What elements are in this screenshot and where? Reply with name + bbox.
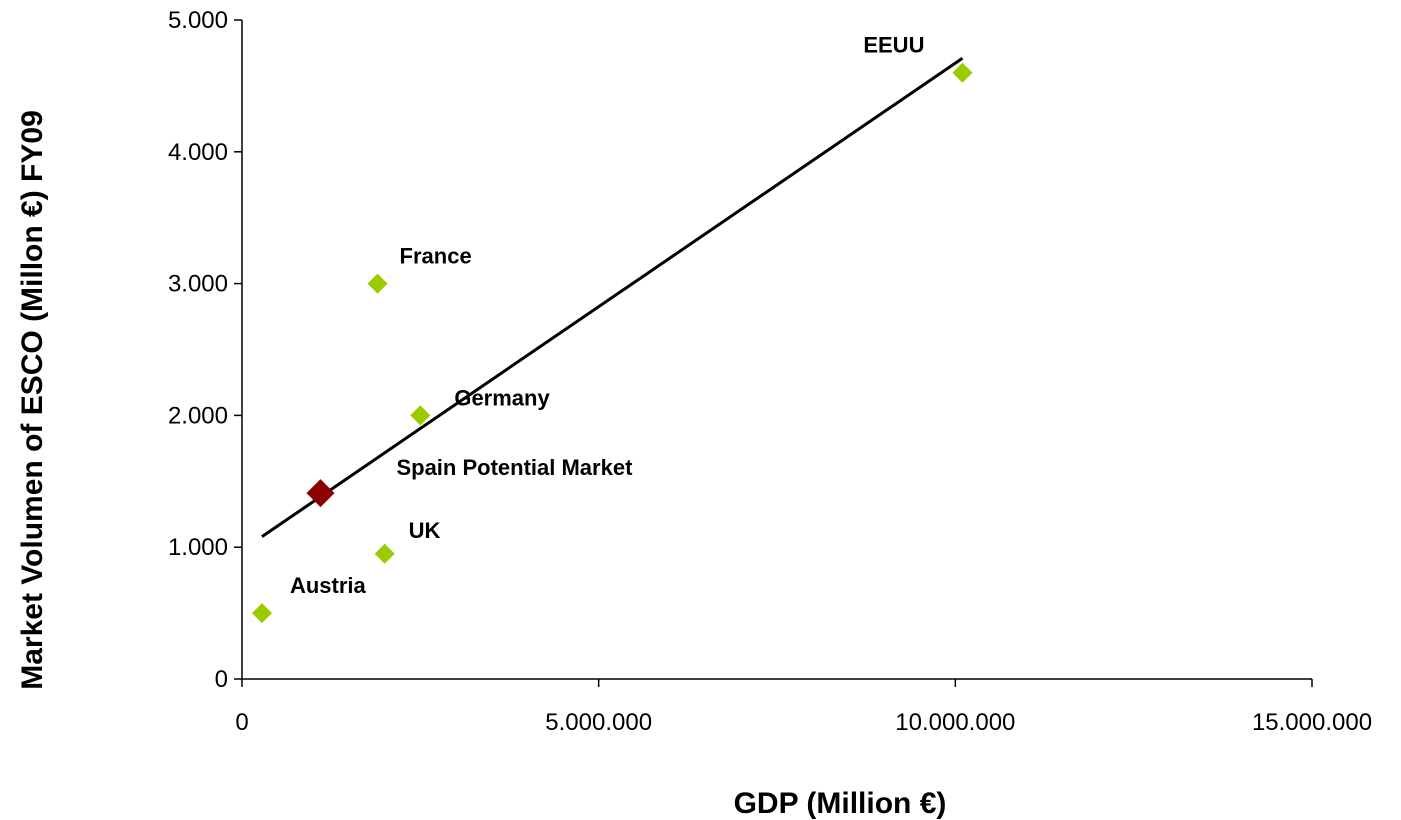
x-axis-ticks: 0 5.000.000 10.000.000 15.000.000 [235,679,1372,736]
x-tick-label: 0 [235,709,248,736]
label-uk: UK [409,518,441,543]
label-spain-potential-market: Spain Potential Market [396,455,633,480]
point-spain-potential-market [306,479,335,508]
point-uk [374,543,395,564]
point-germany [410,405,431,426]
point-france [367,273,388,294]
y-tick-label: 3.000 [168,271,228,298]
point-austria [251,603,272,624]
y-tick-label: 5.000 [168,7,228,34]
y-axis-title: Market Volumen of ESCO (Millon €) FY09 [16,110,49,690]
x-tick-label: 5.000.000 [545,709,652,736]
trendline [261,56,964,538]
y-tick-label: 0 [215,666,228,693]
label-eeuu: EEUU [863,33,924,58]
data-points [251,62,973,624]
y-tick-label: 2.000 [168,402,228,429]
x-tick-label: 15.000.000 [1252,709,1372,736]
x-axis-title: GDP (Million €) [734,787,947,820]
label-france: France [400,244,472,269]
x-tick-label: 10.000.000 [895,709,1015,736]
y-tick-label: 4.000 [168,139,228,166]
y-tick-label: 1.000 [168,534,228,561]
label-germany: Germany [454,385,550,410]
y-axis-ticks: 0 1.000 2.000 3.000 4.000 5.000 [168,7,242,693]
label-austria: Austria [290,573,367,598]
point-labels: EEUU France Germany UK Austria Spain Potentia… [290,33,924,598]
point-eeuu [952,62,973,83]
